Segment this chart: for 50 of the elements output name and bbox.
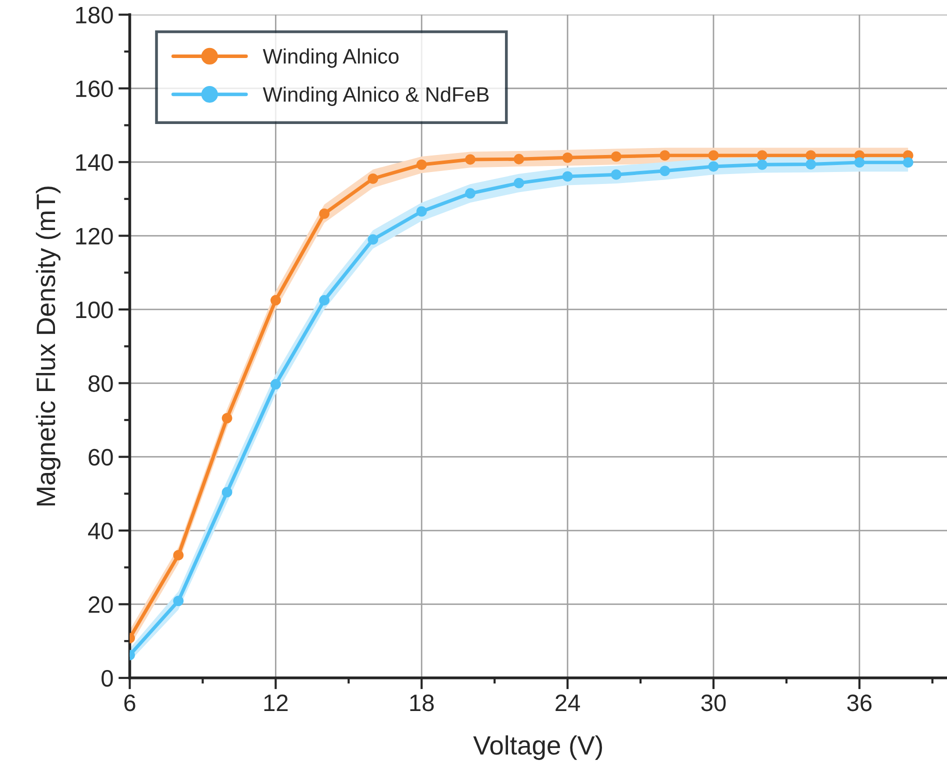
point	[514, 154, 524, 164]
point	[270, 379, 281, 390]
y-tick-label: 0	[102, 670, 113, 687]
x-tick-label: 12	[264, 694, 288, 712]
point	[708, 150, 719, 161]
x-tick-label: 18	[410, 694, 434, 712]
point	[610, 151, 622, 162]
y-tick-label: 100	[76, 302, 113, 318]
y-tick-label: 60	[88, 448, 113, 466]
point	[514, 178, 524, 188]
point	[222, 412, 232, 424]
point	[660, 150, 670, 161]
point	[708, 161, 719, 172]
y-tick-label: 40	[88, 522, 113, 540]
point	[465, 154, 476, 165]
y-tick-label: 80	[88, 375, 113, 392]
x-tick-label: 30	[701, 694, 726, 712]
point	[660, 166, 670, 176]
y-tick-label: 160	[76, 80, 113, 98]
y-tick-label: 180	[76, 6, 113, 24]
point	[806, 150, 816, 161]
point	[270, 295, 281, 306]
point	[756, 159, 768, 170]
point	[610, 169, 622, 180]
point	[173, 596, 184, 606]
point	[756, 150, 768, 161]
y-tick-label: 140	[76, 154, 113, 171]
legend-label: Winding Alnico & NdFeB	[262, 86, 489, 106]
x-tick-label: 6	[124, 694, 136, 712]
point	[173, 550, 184, 560]
point	[562, 171, 573, 182]
point	[222, 487, 232, 498]
point	[416, 206, 427, 217]
y-tick-label: 120	[76, 228, 113, 245]
point	[562, 152, 573, 163]
point	[319, 208, 330, 219]
point	[806, 159, 816, 170]
point	[416, 159, 427, 170]
x-tick-label: 36	[847, 694, 872, 712]
point	[368, 173, 378, 184]
point	[902, 157, 914, 168]
x-axis-title: Voltage (V)	[473, 735, 602, 760]
point	[368, 234, 378, 245]
legend-label: Winding Alnico	[262, 48, 399, 68]
point	[465, 188, 476, 199]
point	[319, 295, 330, 306]
point	[854, 157, 865, 168]
y-tick-label: 20	[88, 596, 113, 614]
x-tick-label: 24	[556, 694, 580, 712]
y-axis-title: Magnetic Flux Density (mT)	[36, 186, 60, 506]
